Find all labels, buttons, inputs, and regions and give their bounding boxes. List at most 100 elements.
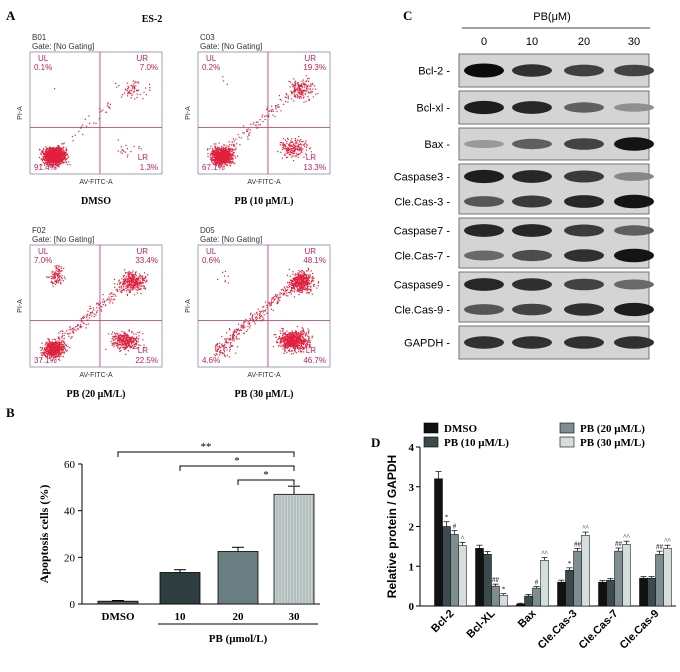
y-tick-label: 40 xyxy=(64,506,76,518)
legend-label: PB (20 μM/L) xyxy=(580,423,645,435)
lr-value: 1.3% xyxy=(140,163,158,172)
significance-bracket: * xyxy=(237,469,295,485)
blot-band xyxy=(614,64,654,77)
blot-band xyxy=(564,195,604,208)
panel-c: C PB(μM) 0 10 20 30 Bcl-2 - Bcl-xl - Bax - Casp… xyxy=(394,8,654,360)
y-axis-label: PI-A xyxy=(185,299,192,313)
legend-label: DMSO xyxy=(444,423,477,435)
bar-Bcl-2-0 xyxy=(434,478,443,607)
ul-tag: UL xyxy=(38,247,49,256)
bar-Cle.Cas-9-1 xyxy=(647,577,656,607)
blot-band xyxy=(512,195,552,208)
blot-label: Caspase7 - xyxy=(394,226,451,238)
plot-gate: Gate: [No Gating] xyxy=(200,235,262,244)
panel-c-letter: C xyxy=(403,8,412,23)
scatter-dots xyxy=(39,264,149,361)
plot-caption: DMSO xyxy=(81,196,111,207)
blot-label: Cle.Cas-9 - xyxy=(394,305,450,317)
significance-mark: ## xyxy=(492,576,500,584)
lr-tag: LR xyxy=(306,153,316,162)
ul-tag: UL xyxy=(206,54,217,63)
scatter-dots xyxy=(38,80,151,169)
legend-swatch xyxy=(559,422,575,434)
blot-band xyxy=(564,336,604,349)
ll-value: 91.4% xyxy=(34,163,57,172)
blot-label: GAPDH - xyxy=(404,338,450,350)
legend-item: PB (30 μM/L) xyxy=(559,436,645,449)
legend-item: DMSO xyxy=(423,422,477,435)
blot-band xyxy=(512,336,552,349)
blot-band xyxy=(464,336,504,349)
legend-label: PB (30 μM/L) xyxy=(580,437,645,449)
blot-band xyxy=(464,278,504,291)
ul-value: 0.1% xyxy=(34,63,52,72)
ur-value: 7.0% xyxy=(140,63,158,72)
blot-band xyxy=(464,100,504,115)
bar-Bcl-2-1 xyxy=(442,526,451,607)
y-tick-label: 60 xyxy=(64,459,76,471)
plot-id: F02 xyxy=(32,226,46,235)
bar-Cle.Cas-9-0 xyxy=(639,577,648,607)
ur-value: 48.1% xyxy=(303,256,326,265)
significance-bracket: * xyxy=(179,455,295,471)
blot-band xyxy=(512,278,552,291)
lr-value: 13.3% xyxy=(303,163,326,172)
legend-item: PB (20 μM/L) xyxy=(559,422,645,435)
plot-gate: Gate: [No Gating] xyxy=(200,42,262,51)
plot-caption: PB (20 μM/L) xyxy=(67,389,126,400)
bar-Bcl-XL-2 xyxy=(491,585,500,607)
x-tick-label: Bax xyxy=(516,607,539,630)
bar-Cle.Cas-9-2 xyxy=(655,554,664,607)
blot-band xyxy=(464,250,504,261)
blot-band xyxy=(564,303,604,316)
bar-Cle.Cas-3-1 xyxy=(565,569,574,607)
blot-label: Bax - xyxy=(424,139,450,151)
significance-mark: * xyxy=(502,586,506,594)
blot-group-2: Bax - xyxy=(424,127,654,161)
x-tick-label: 10 xyxy=(175,611,187,623)
bar-Bcl-2-3 xyxy=(458,545,467,607)
bar-Cle.Cas-3-2 xyxy=(573,550,582,607)
y-tick-label: 4 xyxy=(409,442,415,454)
ul-value: 0.6% xyxy=(202,256,220,265)
blot-band xyxy=(512,64,552,77)
scatter-dots xyxy=(207,75,319,168)
blot-band xyxy=(614,137,654,151)
plot-id: B01 xyxy=(32,33,47,42)
legend-label: PB (10 μM/L) xyxy=(444,437,509,449)
bar-Bax-3 xyxy=(540,560,549,607)
plot-id: C03 xyxy=(200,33,215,42)
dose-label: 10 xyxy=(526,36,538,48)
significance-mark: ^ xyxy=(461,534,465,542)
x-tick-label: Cle.Cas-3 xyxy=(536,608,580,652)
bar-Bcl-XL-3 xyxy=(499,595,508,607)
ur-tag: UR xyxy=(136,247,148,256)
bar-Bcl-XL-1 xyxy=(483,554,492,607)
blot-band xyxy=(614,103,654,112)
legend-swatch xyxy=(423,436,439,448)
bar-Cle.Cas-7-1 xyxy=(606,579,615,607)
y-tick-label: 0 xyxy=(409,601,415,613)
plot-gate: Gate: [No Gating] xyxy=(32,235,94,244)
plot-gate: Gate: [No Gating] xyxy=(32,42,94,51)
ll-value: 37.1% xyxy=(34,356,57,365)
blot-label: Bcl-2 - xyxy=(418,66,450,78)
y-axis-title: Apoptosis cells (%) xyxy=(37,485,51,584)
lr-value: 46.7% xyxy=(303,356,326,365)
blot-band xyxy=(564,170,604,183)
lr-tag: LR xyxy=(138,153,148,162)
significance-mark: ## xyxy=(574,540,582,548)
y-tick-label: 3 xyxy=(409,482,415,494)
ll-value: 4.6% xyxy=(202,356,220,365)
dose-label: 30 xyxy=(628,36,640,48)
ll-value: 67.1% xyxy=(202,163,225,172)
x-tick-label: Bcl-XL xyxy=(464,607,497,640)
blot-label: Caspase9 - xyxy=(394,280,451,292)
blot-band xyxy=(614,302,654,317)
bar-Cle.Cas-3-0 xyxy=(557,581,566,607)
panel-a-letter: A xyxy=(6,8,16,23)
blot-band xyxy=(512,101,552,114)
